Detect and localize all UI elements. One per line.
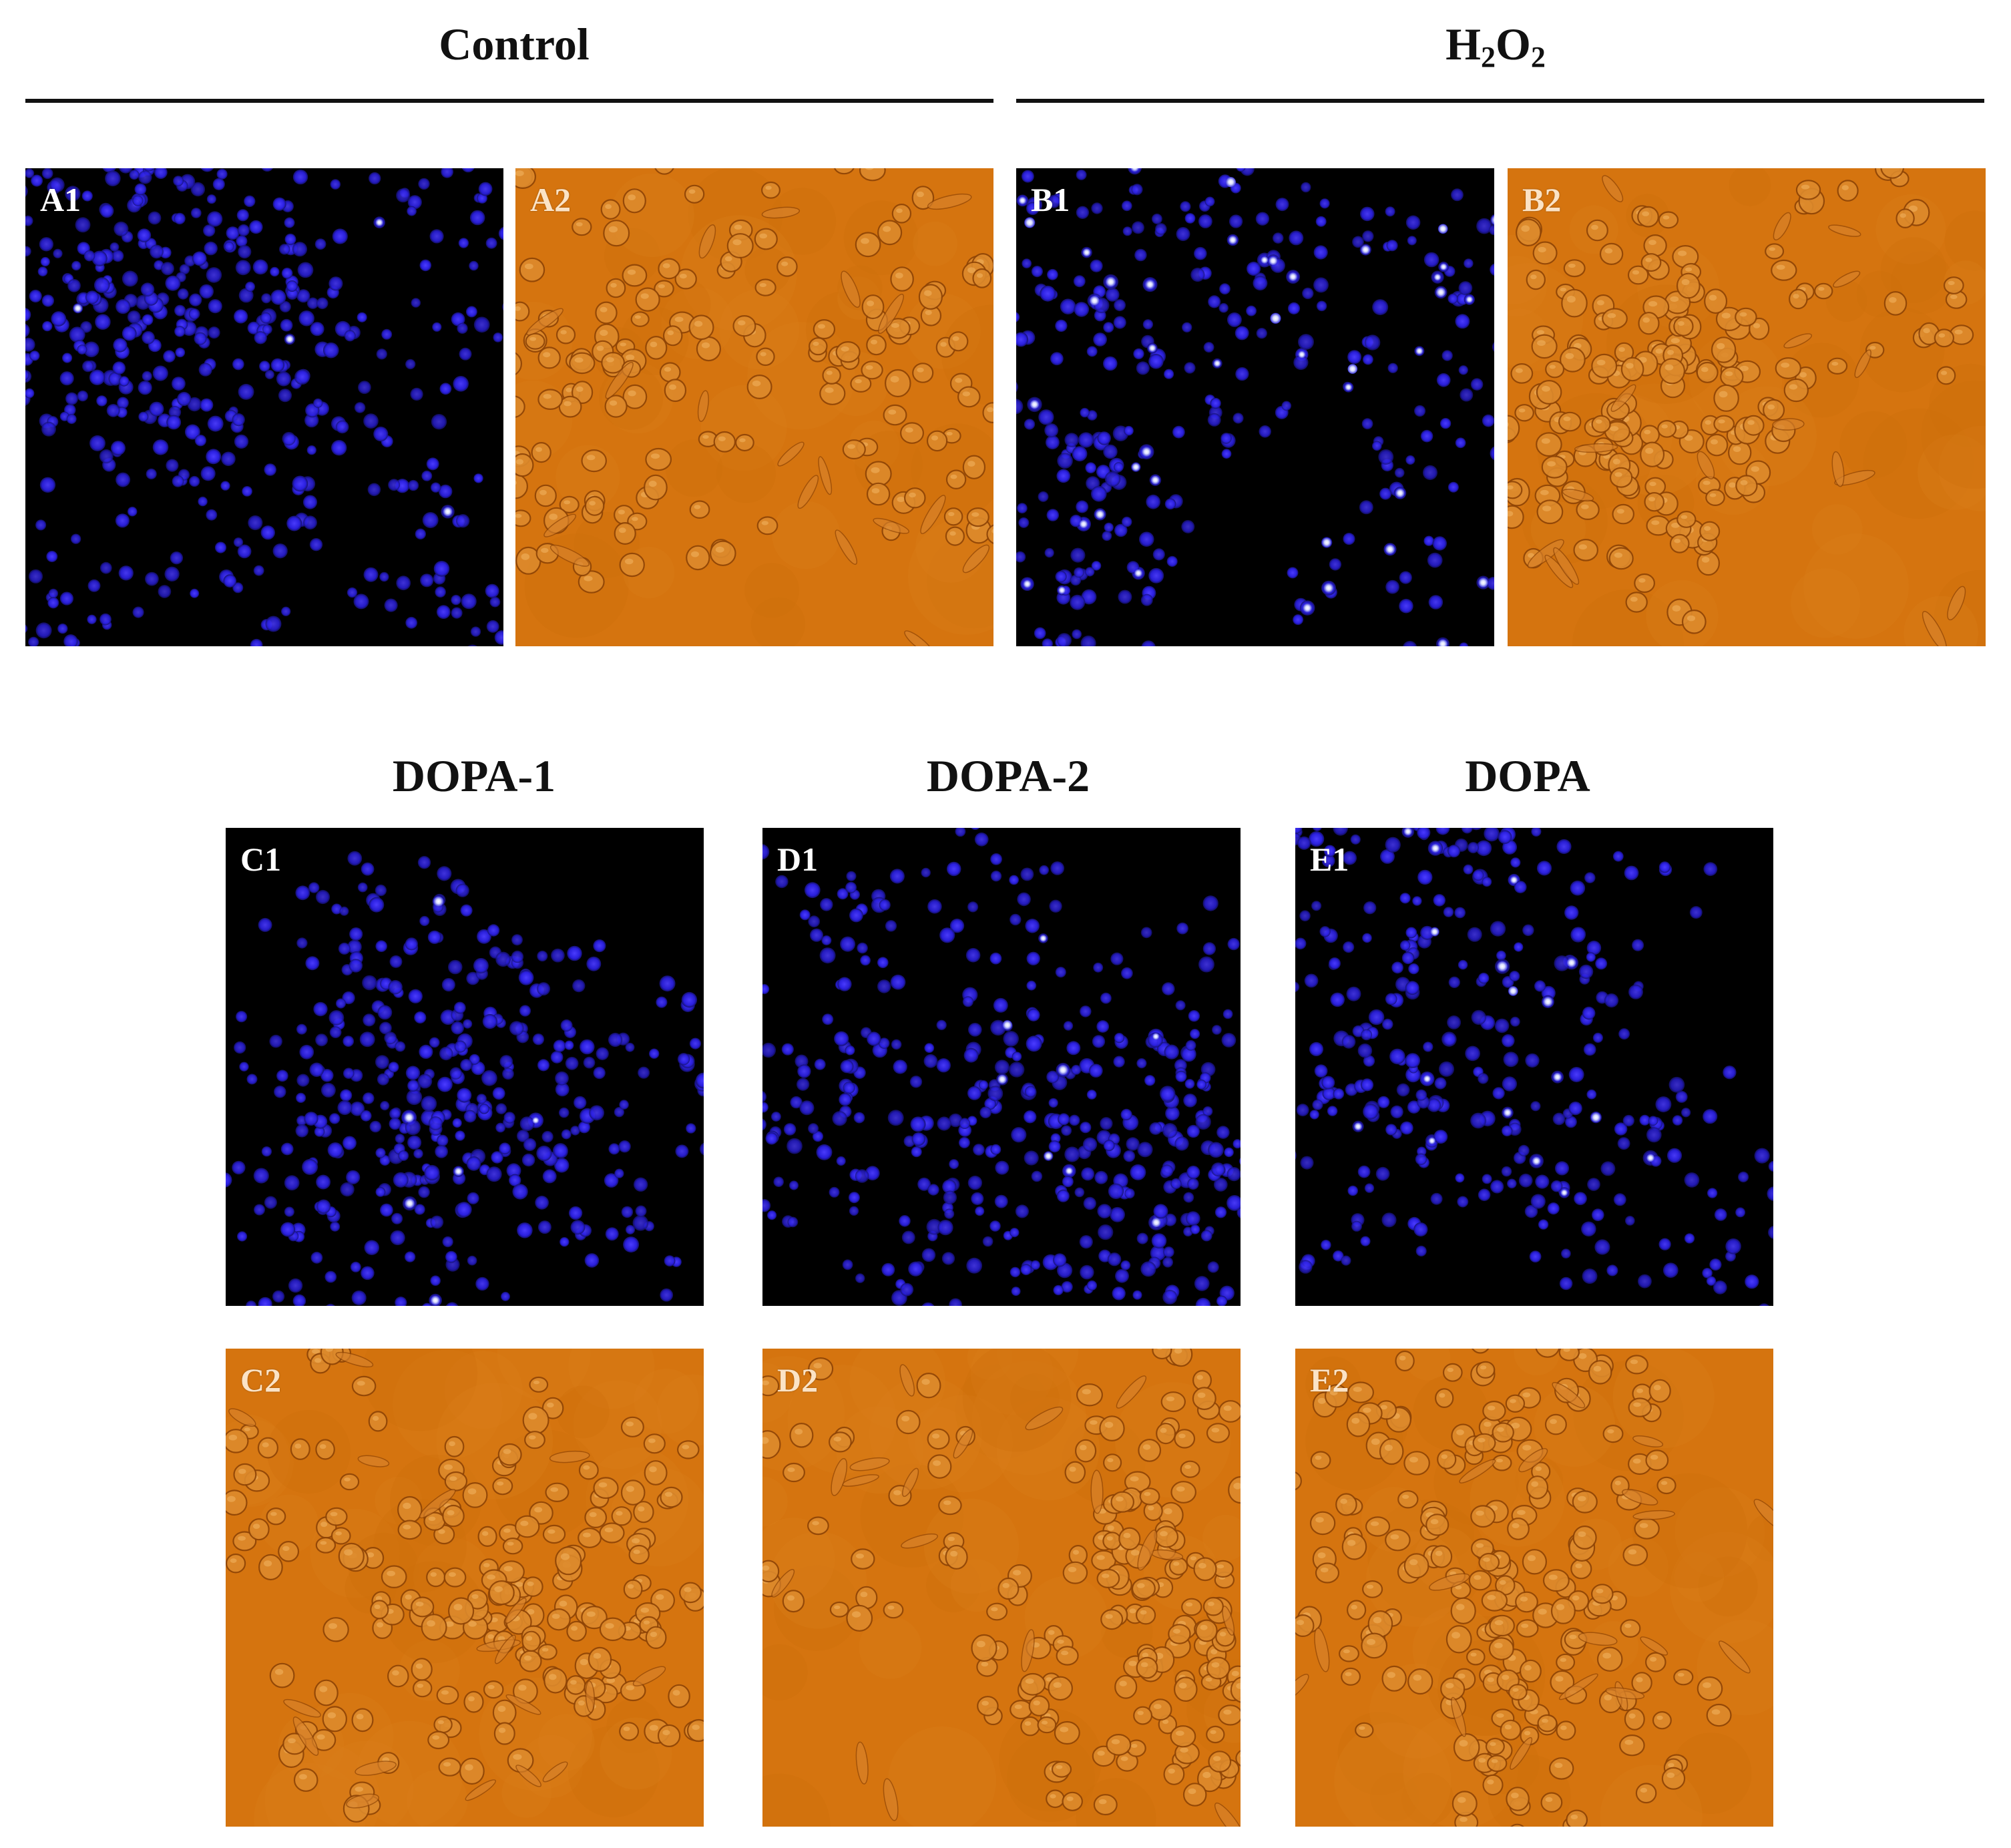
group-title-dopa-2: DOPA-2 [926,750,1090,801]
group-title-dopa: DOPA [1465,750,1590,801]
panel-label-e1: E1 [1310,841,1349,878]
panel-a1-fluorescence: A1 [25,168,503,646]
micrograph-texture [25,168,503,646]
h2o2-title-sub-2a: 2 [1481,41,1496,73]
group-rule-h2o2 [1016,99,1984,103]
panel-d2-brightfield: D2 [762,1349,1241,1827]
group-rule-control [25,99,993,103]
panel-b1-fluorescence: B1 [1016,168,1494,646]
panel-d1-fluorescence: D1 [762,828,1241,1306]
panel-a2-brightfield: A2 [515,168,993,646]
panel-label-a1: A1 [40,181,81,218]
panel-e2-brightfield: E2 [1295,1349,1773,1827]
panel-b2-brightfield: B2 [1508,168,1986,646]
micrograph-texture [1016,168,1494,646]
panel-label-b1: B1 [1031,181,1070,218]
h2o2-title-h: H [1445,19,1481,69]
panel-label-b2: B2 [1522,181,1562,218]
micrograph-texture [762,1349,1241,1827]
micrograph-texture [1295,828,1773,1306]
micrograph-texture [1508,168,1986,646]
group-title-h2o2: H2O2 [1445,19,1546,72]
h2o2-title-sub-2b: 2 [1530,41,1546,73]
micrograph-texture [1295,1349,1773,1827]
panel-c2-brightfield: C2 [226,1349,704,1827]
panel-label-a2: A2 [530,181,572,218]
h2o2-title-o: O [1496,19,1531,69]
micrograph-texture [515,168,993,646]
micrograph-texture [226,851,704,1306]
group-title-dopa-1: DOPA-1 [392,750,556,801]
panel-label-d2: D2 [777,1361,819,1399]
panel-label-c1: C1 [240,841,282,878]
micrograph-texture [226,1349,704,1827]
panel-label-d1: D1 [777,841,819,878]
panel-c1-fluorescence: C1 [226,828,704,1306]
group-title-control: Control [439,19,590,69]
micrograph-texture [762,828,1241,1306]
panel-e1-fluorescence: E1 [1295,828,1773,1306]
panel-label-e2: E2 [1310,1361,1349,1399]
panel-label-c2: C2 [240,1361,282,1399]
